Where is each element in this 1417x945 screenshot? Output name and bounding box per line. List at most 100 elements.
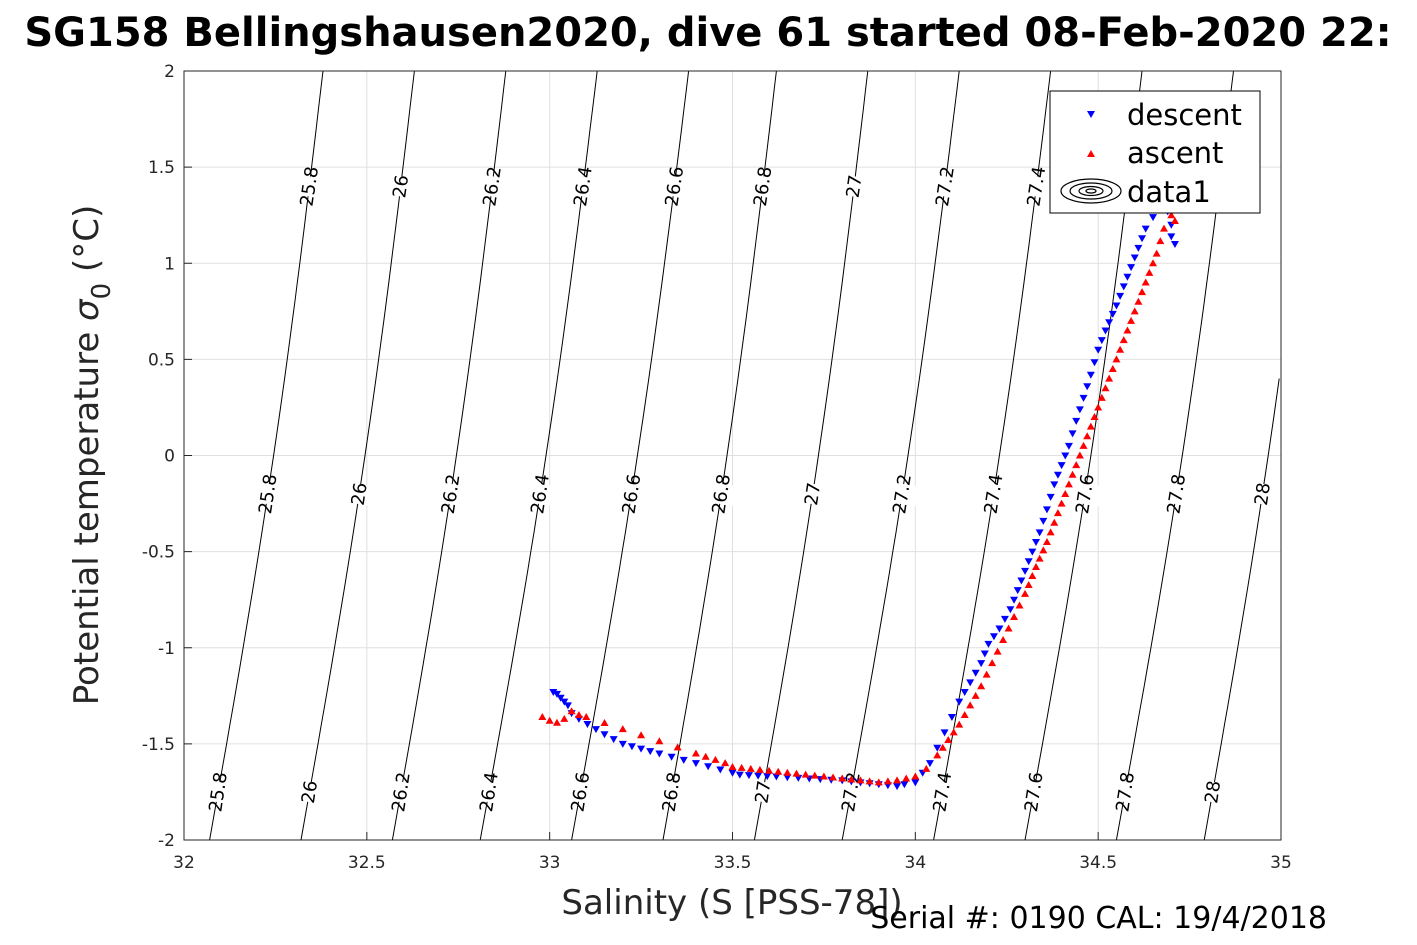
descent-point: [691, 760, 700, 768]
ascent-point: [582, 712, 591, 720]
x-tick-label: 35: [1270, 853, 1292, 873]
descent-point: [966, 679, 975, 687]
descent-point: [1170, 241, 1179, 249]
descent-point: [728, 769, 737, 777]
ascent-point: [1138, 288, 1147, 296]
ascent-point: [1127, 316, 1136, 324]
contour-label: 27: [751, 779, 775, 805]
contour-label-bg: [696, 480, 747, 508]
contour-label-bg: [646, 778, 697, 806]
contour-label-bg: [557, 172, 609, 200]
descent-point: [627, 743, 636, 751]
descent-point: [1123, 273, 1132, 281]
contour-label-bg: [917, 778, 968, 806]
legend-descent-label: descent: [1127, 98, 1242, 132]
descent-point: [1075, 406, 1084, 414]
legend-ascent-marker: [1087, 150, 1095, 157]
contour-label-bg: [1008, 778, 1060, 806]
ascent-point: [560, 714, 569, 722]
contour-label: 28: [1251, 481, 1275, 507]
ascent-point: [1112, 355, 1121, 363]
descent-point: [1053, 471, 1062, 479]
contour-label-bg: [425, 480, 476, 508]
descent-point: [560, 698, 569, 706]
x-axis-label: Salinity (S [PSS-78]): [561, 883, 902, 923]
descent-point: [618, 740, 627, 748]
ascent-point: [552, 718, 561, 726]
ascent-point: [545, 716, 554, 724]
contour-line: [571, 70, 690, 841]
legend-ascent-label: ascent: [1127, 136, 1223, 170]
ascent-point: [856, 776, 865, 784]
contour-line: [1203, 378, 1280, 841]
x-tick-label: 33: [539, 853, 561, 873]
legend-descent-marker: [1087, 111, 1095, 118]
serial-cal-info: Serial #: 0190 CAL: 19/4/2018: [870, 901, 1327, 936]
y-tick-label: -2: [158, 831, 175, 851]
contour-label-bg: [968, 480, 1019, 508]
descent-point: [1108, 310, 1117, 318]
contour-label-bg: [606, 480, 657, 508]
ascent-point: [874, 778, 883, 786]
ascent-point: [783, 768, 792, 776]
descent-point: [980, 650, 989, 658]
descent-point: [1127, 264, 1136, 272]
contour-label: 28: [1201, 779, 1225, 805]
ascent-point: [1105, 374, 1114, 382]
descent-point: [1064, 442, 1073, 450]
contour-line: [841, 70, 960, 841]
descent-point: [1105, 319, 1114, 327]
contour-label-bg: [1151, 480, 1202, 508]
contour-line: [300, 70, 415, 841]
ascent-point: [655, 737, 664, 745]
chart-title: SG158 Bellingshausen2020, dive 61 starte…: [24, 10, 1391, 56]
descent-point: [1083, 383, 1092, 391]
descent-point: [1116, 292, 1125, 300]
ascent-point: [701, 752, 710, 760]
ascent-point: [1116, 345, 1125, 353]
ascent-point: [911, 772, 920, 780]
descent-point: [1032, 539, 1041, 547]
contour-label-bg: [649, 172, 700, 200]
descent-point: [940, 729, 949, 737]
descent-point: [716, 766, 725, 774]
descent-point: [1035, 529, 1044, 537]
y-tick-label: 2: [164, 62, 175, 82]
ascent-point: [1068, 470, 1077, 478]
descent-point: [1112, 302, 1121, 310]
ascent-point: [1159, 224, 1168, 232]
x-tick-label: 32.5: [348, 853, 386, 873]
descent-point: [1149, 214, 1158, 222]
ascent-point: [819, 772, 828, 780]
contour-label-bg: [466, 172, 518, 200]
descent-point: [971, 669, 980, 677]
y-tick-label: 1: [164, 254, 175, 274]
descent-point: [960, 688, 969, 696]
descent-point: [900, 781, 909, 789]
contour-label: 27: [843, 174, 867, 200]
ascent-point: [618, 725, 627, 733]
axis-ticks: 32 32.5 33 33.5 34 34.5 35 2 1.5 1 0.5 0 -0.5 -1 -1.5 -…: [142, 62, 1292, 873]
descent-point: [1042, 506, 1051, 514]
ascent-point: [1123, 326, 1132, 334]
descent-point: [1006, 606, 1015, 614]
ascent-point: [1035, 554, 1044, 562]
descent-point: [1141, 225, 1150, 233]
ascent-point: [993, 647, 1002, 655]
ascent-point: [1090, 413, 1099, 421]
contour-label-bg: [375, 778, 427, 806]
contour-label-bg: [1011, 172, 1062, 200]
descent-point: [1024, 558, 1033, 566]
ascent-point: [838, 774, 847, 782]
y-axis-label: Potential temperature σ0 (°C): [67, 205, 117, 705]
descent-point: [1010, 596, 1019, 604]
descent-point: [667, 753, 676, 761]
ascent-point: [721, 759, 730, 767]
contour-label-bg: [1237, 480, 1288, 508]
ascent-point: [711, 755, 720, 763]
descent-point: [744, 772, 753, 780]
y-axis-label-main: Potential temperature: [67, 321, 107, 705]
contour-label-bg: [555, 778, 606, 806]
descent-point: [1061, 452, 1070, 460]
ascent-point: [847, 775, 856, 783]
